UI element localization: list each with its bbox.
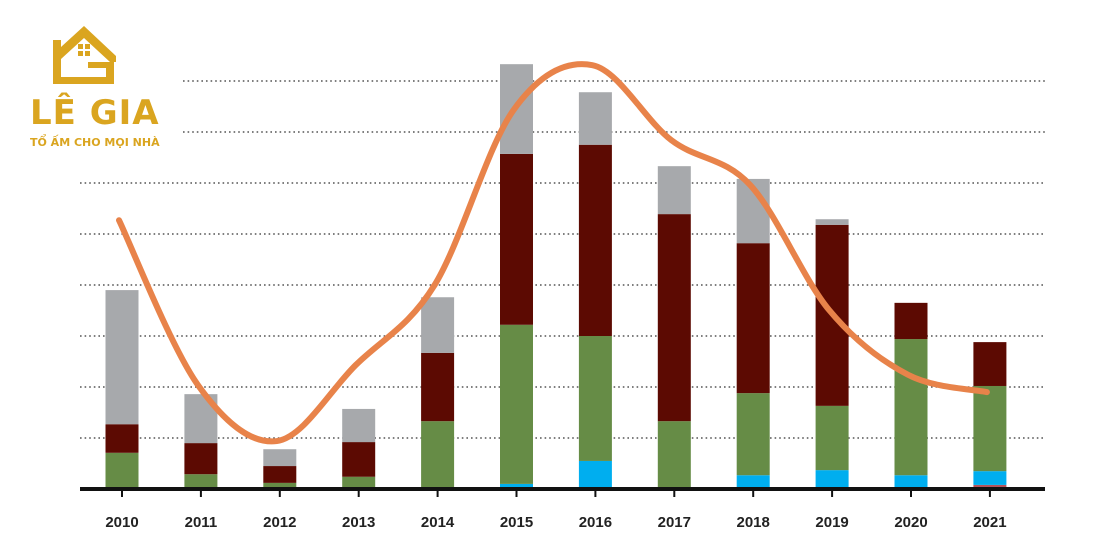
bar-segment — [578, 144, 612, 336]
bar-segment — [578, 92, 612, 145]
bar-segment — [736, 243, 770, 394]
x-tick-label: 2016 — [579, 514, 612, 531]
bar-segment — [657, 166, 691, 215]
bar-segment — [500, 483, 533, 489]
x-tick-label: 2019 — [815, 514, 848, 531]
bar-segment — [736, 475, 770, 489]
x-tick-label: 2010 — [105, 514, 138, 531]
logo-name: LÊ GIA — [30, 93, 160, 133]
bar-segment — [105, 452, 139, 489]
bar-segment — [973, 484, 1007, 489]
bar-segment — [342, 476, 376, 489]
x-tick-label: 2014 — [421, 514, 455, 531]
logo-tagline: TỔ ẤM CHO MỌI NHÀ — [30, 136, 160, 149]
x-tick-label: 2012 — [263, 514, 296, 531]
bar-segment — [263, 449, 297, 467]
bar-segment — [184, 443, 218, 475]
bar-segment — [657, 214, 691, 422]
bar-segment — [105, 290, 139, 425]
bar-segment — [815, 405, 849, 471]
bar-segment — [421, 421, 455, 489]
bar-segment — [657, 421, 691, 489]
bar-segment — [421, 297, 455, 353]
bar-segment — [263, 466, 297, 483]
bar-segment — [184, 474, 218, 489]
bar-segment — [736, 393, 770, 476]
x-tick-label: 2018 — [737, 514, 770, 531]
trend-line — [116, 61, 990, 445]
bar-segment — [973, 342, 1007, 386]
x-tick-label: 2021 — [973, 514, 1006, 531]
bar-segment — [421, 352, 455, 422]
bar-segment — [894, 339, 928, 476]
bar-segment — [500, 153, 533, 325]
bar-segment — [578, 336, 612, 461]
x-tick-label: 2013 — [342, 514, 375, 531]
bar-segment — [815, 219, 849, 225]
bar-segment — [342, 442, 376, 477]
bar-segment — [578, 460, 612, 489]
bar-segment — [973, 385, 1007, 472]
bar-segment — [894, 475, 928, 489]
x-tick-label: 2015 — [500, 514, 533, 531]
bar-segment — [500, 324, 533, 484]
bar-segment — [342, 408, 376, 443]
bar-segment — [105, 424, 139, 453]
x-tick-label: 2011 — [185, 514, 218, 531]
x-tick-label: 2017 — [658, 514, 691, 531]
bar-segment — [815, 470, 849, 489]
logo-house-icon — [53, 26, 116, 84]
bar-segment — [973, 471, 1007, 485]
x-tick-label: 2020 — [894, 514, 927, 531]
bar-segment — [263, 482, 297, 489]
bar-segment — [894, 302, 928, 340]
